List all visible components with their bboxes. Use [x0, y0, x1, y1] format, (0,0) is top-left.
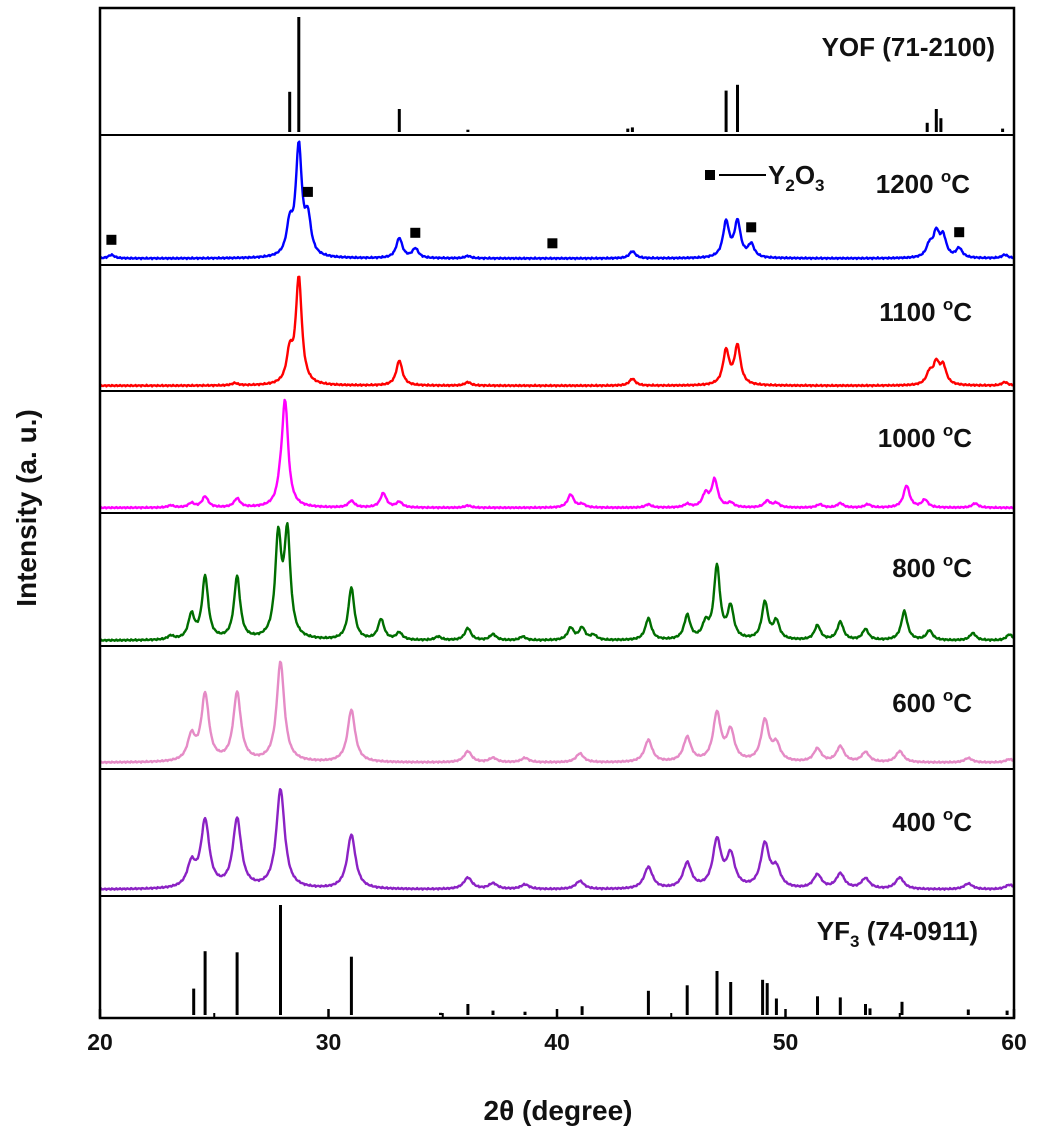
y-axis-title: Intensity (a. u.): [11, 409, 42, 607]
panel-t1100: 1100 oC: [99, 264, 1015, 388]
x-tick-label: 40: [544, 1029, 570, 1055]
panel-label-yf3: YF3 (74-0911): [817, 916, 978, 951]
axes-layer: 20 30 40 50 60: [87, 6, 1027, 1055]
panel-t600: 600 oC: [99, 645, 1015, 765]
xrd-pattern-line: [99, 275, 1015, 388]
panel-label-t400: 400 oC: [892, 805, 972, 837]
legend-y2o3-label: Y2O3: [768, 160, 825, 195]
panel-t1200: Y2O3 1200 oC: [99, 134, 1015, 261]
xrd-pattern-line: [99, 398, 1015, 510]
y2o3-marker: [746, 222, 757, 233]
panel-label-yof: YOF (71-2100): [822, 32, 995, 62]
panel-label-t1200: 1200 oC: [876, 167, 970, 199]
panel-t400: 400 oC: [99, 768, 1015, 891]
y2o3-marker: [410, 227, 421, 238]
panels-layer: YOF (71-2100) Y2O3 1200 oC 1100 oC 1000 oC 80…: [99, 17, 1015, 1015]
xrd-pattern-line: [99, 788, 1015, 891]
y2o3-marker: [547, 238, 558, 249]
y2o3-marker: [106, 234, 117, 245]
x-tick-label: 60: [1001, 1029, 1027, 1055]
xrd-pattern-line: [99, 660, 1015, 765]
panel-yf3: YF3 (74-0911): [100, 895, 1014, 1015]
panel-t1000: 1000 oC: [99, 390, 1015, 510]
panel-label-t800: 800 oC: [892, 551, 972, 583]
x-tick-label: 30: [316, 1029, 342, 1055]
panel-label-t1100: 1100 oC: [879, 295, 972, 327]
x-tick-label: 50: [773, 1029, 799, 1055]
x-axis-title: 2θ (degree): [484, 1095, 633, 1126]
xrd-pattern-line: [99, 522, 1015, 643]
panel-t800: 800 oC: [99, 512, 1015, 643]
xrd-pattern-line: [99, 140, 1015, 261]
panel-label-t600: 600 oC: [892, 686, 972, 718]
panel-label-t1000: 1000 oC: [878, 421, 972, 453]
y2o3-marker: [954, 227, 965, 238]
panel-yof: YOF (71-2100): [288, 17, 1005, 132]
x-tick-label: 20: [87, 1029, 113, 1055]
y2o3-marker: [302, 186, 313, 197]
legend-marker-square: [705, 170, 715, 180]
